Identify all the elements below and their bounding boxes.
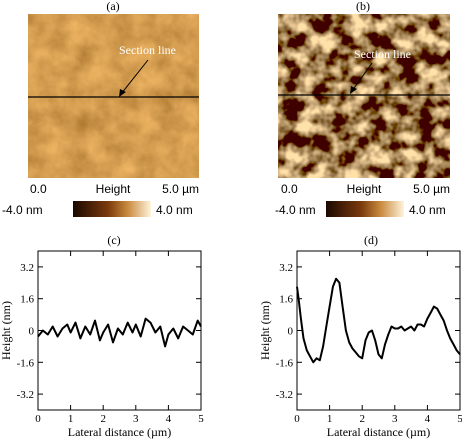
profile-line-c (37, 317, 202, 348)
chart-c: 0 1 2 3 4 5 3.2 1.6 0 -1.6 -3.2 Lateral distance (µ… (0, 250, 204, 439)
section-label-a: Section line (119, 43, 176, 57)
x-tick-label-d: 2 (359, 413, 365, 425)
x-tick-label-c: 0 (35, 413, 41, 425)
cbar-max-a: 4.0 nm (156, 203, 193, 217)
y-tick-label-d: -1.6 (276, 357, 294, 369)
panel-a-letter: (a) (106, 0, 119, 13)
afm-image-b (278, 14, 450, 178)
section-arrowhead-b (350, 86, 357, 94)
x-tick-label-c: 1 (68, 413, 74, 425)
panel-a: (a) Section line 0.0 Height 5.0 µm -4.0 … (2, 0, 199, 217)
x-axis-label-d: Lateral distance (µm) (327, 425, 431, 439)
y-tick-label-d: 0 (288, 326, 294, 338)
x-tick-label-d: 4 (425, 413, 431, 425)
x-tick-label-c: 5 (198, 413, 204, 425)
section-arrow-b (351, 62, 373, 92)
x-axis-label-c: Lateral distance (µm) (68, 425, 172, 439)
panel-d-letter: (d) (364, 233, 378, 247)
y-tick-label-d: 3.2 (279, 262, 293, 274)
cbar-min-a: -4.0 nm (2, 203, 43, 217)
section-arrow-a (120, 59, 149, 95)
panel-b: (b) Section line 0.0 Height 5.0 µm -4.0 … (275, 0, 450, 217)
cbar-min-b: -4.0 nm (275, 203, 316, 217)
y-tick-label-c: 3.2 (20, 262, 34, 274)
scale-right-b: 5.0 µm (413, 182, 450, 196)
x-tick-label-d: 1 (327, 413, 333, 425)
x-tick-label-d: 0 (294, 413, 300, 425)
y-tick-label-c: 0 (29, 326, 35, 338)
scale-left-b: 0.0 (281, 182, 298, 196)
cbar-max-b: 4.0 nm (409, 203, 446, 217)
y-tick-label-d: -3.2 (276, 389, 293, 401)
y-tick-label-c: -1.6 (17, 357, 35, 369)
section-label-b: Section line (354, 47, 411, 61)
panel-b-letter: (b) (356, 0, 370, 13)
x-tick-label-c: 3 (133, 413, 139, 425)
afm-image-a (28, 14, 199, 178)
scale-right-a: 5.0 µm (162, 182, 199, 196)
chart-d: 0 1 2 3 4 5 3.2 1.6 0 -1.6 -3.2 Lateral distance (µ… (258, 250, 462, 439)
colorbar-b (326, 201, 404, 217)
y-tick-label-d: 1.6 (279, 294, 293, 306)
scale-mid-a: Height (96, 182, 131, 196)
colorbar-a (73, 201, 151, 217)
x-tick-label-c: 2 (100, 413, 106, 425)
y-axis-label-c: Height (nm) (0, 301, 13, 360)
x-tick-label-d: 5 (457, 413, 462, 425)
x-tick-label-c: 4 (166, 413, 172, 425)
y-axis-label-d: Height (nm) (258, 301, 272, 360)
section-arrowhead-a (119, 89, 126, 97)
y-tick-label-c: 1.6 (20, 294, 34, 306)
panel-c-letter: (c) (107, 233, 120, 247)
x-tick-label-d: 3 (392, 413, 398, 425)
y-tick-label-c: -3.2 (17, 389, 34, 401)
scale-mid-b: Height (347, 182, 382, 196)
profile-line-d (296, 277, 461, 364)
scale-left-a: 0.0 (30, 182, 47, 196)
plot-frame-d (296, 250, 461, 411)
